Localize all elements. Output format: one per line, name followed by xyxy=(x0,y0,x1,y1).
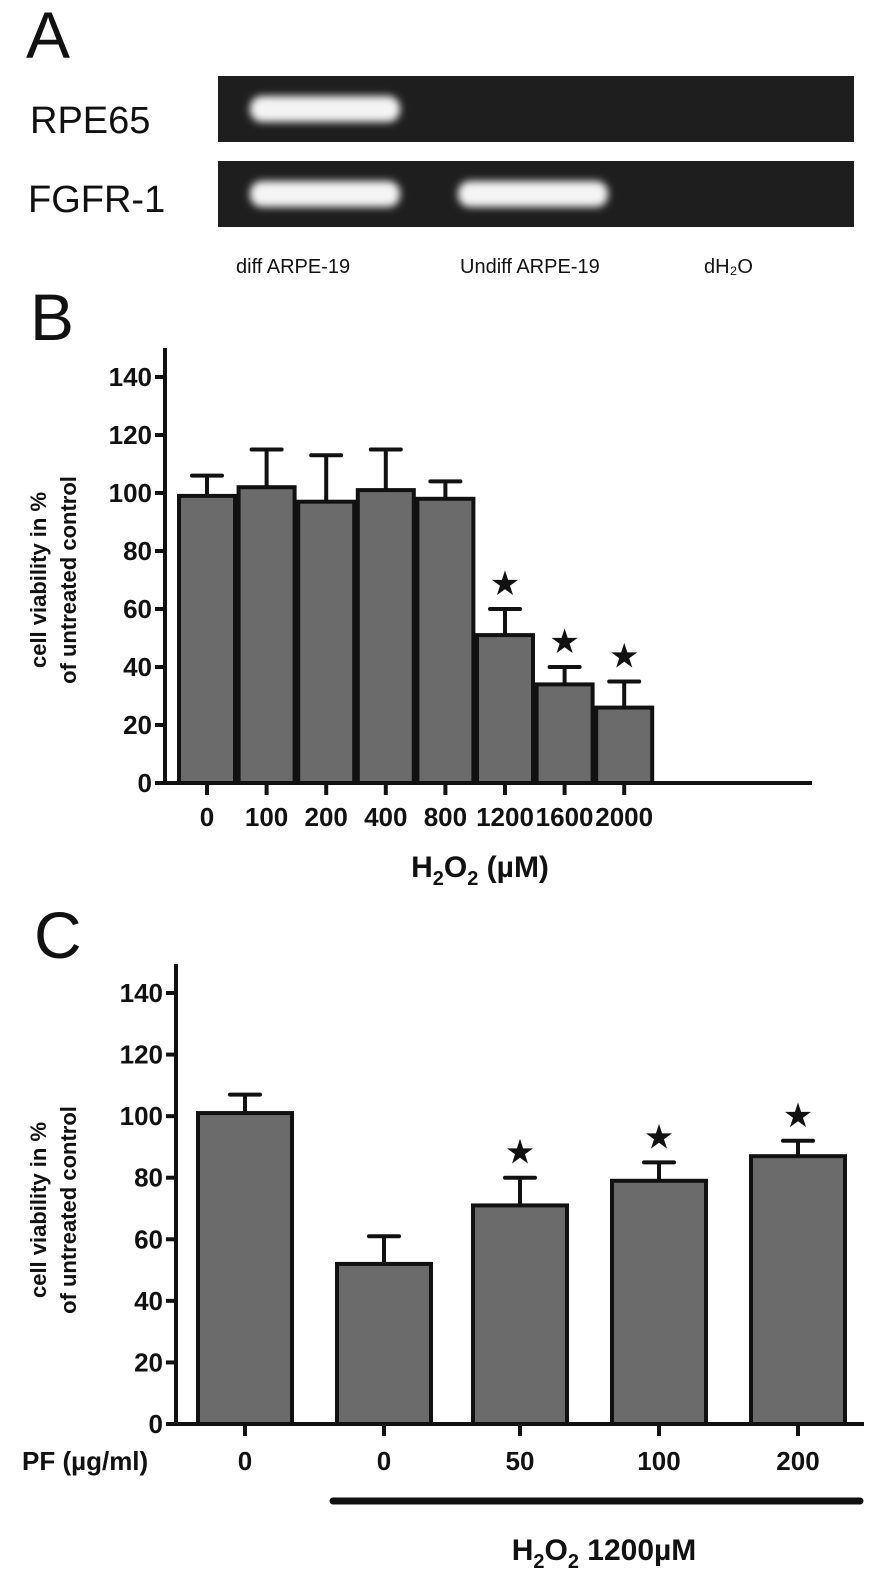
y-tick-label: 80 xyxy=(134,1163,163,1193)
x-tick-label: 100 xyxy=(245,802,288,832)
y-tick-label: 140 xyxy=(109,362,152,392)
y-tick-label: 40 xyxy=(123,652,152,682)
bar xyxy=(475,633,535,785)
bar xyxy=(415,496,476,785)
x-tick-label: 100 xyxy=(637,1446,680,1476)
x-tick-label: 400 xyxy=(364,802,407,832)
gel-row-label-fgfr1: FGFR-1 xyxy=(28,179,165,221)
xlab-b-h: H xyxy=(411,851,433,884)
chart-c-ylabel-line1: cell viability in % xyxy=(26,1122,51,1298)
bar xyxy=(236,485,297,785)
gel-band xyxy=(250,181,400,207)
xlab-b-o: O xyxy=(444,851,467,884)
bar xyxy=(196,1111,294,1427)
significance-star: ★ xyxy=(505,1133,535,1173)
bar xyxy=(749,1154,847,1427)
y-tick-label: 60 xyxy=(134,1224,163,1254)
x-tick-label: 200 xyxy=(776,1446,819,1476)
bar xyxy=(335,1261,433,1427)
xlab-b-sub1: 2 xyxy=(433,868,444,890)
x-tick-label: 50 xyxy=(506,1446,535,1476)
y-tick-label: 0 xyxy=(138,768,152,798)
y-tick-label: 20 xyxy=(134,1347,163,1377)
significance-star: ★ xyxy=(609,637,639,677)
chart-c-ylabel-line2: of untreated control xyxy=(56,1106,81,1314)
y-tick-label: 40 xyxy=(134,1286,163,1316)
y-tick-label: 120 xyxy=(120,1040,163,1070)
gel-image xyxy=(218,76,854,227)
bar xyxy=(177,493,237,785)
chart-c: 0 20 40 60 80 100 120 140 0 0 50 ★ 100 ★ 200 ★ xyxy=(120,964,864,1476)
x-tick-label: 0 xyxy=(377,1446,391,1476)
significance-star: ★ xyxy=(783,1096,813,1136)
panel-letter-a: A xyxy=(26,0,70,72)
x-tick-label: 200 xyxy=(305,802,348,832)
y-tick-label: 0 xyxy=(149,1409,163,1439)
bar xyxy=(355,488,416,785)
y-tick-label: 100 xyxy=(120,1101,163,1131)
xlab-c-o: O xyxy=(544,1534,567,1567)
significance-star: ★ xyxy=(490,564,520,604)
x-tick-label: 800 xyxy=(424,802,467,832)
y-tick-label: 60 xyxy=(123,594,152,624)
xlab-c-sub1: 2 xyxy=(533,1551,544,1573)
x-tick-label: 0 xyxy=(238,1446,252,1476)
significance-star: ★ xyxy=(549,622,579,662)
chart-b: 0 20 40 60 80 100 120 140 0 100 200 400 800 1200 ★ 1600… xyxy=(109,348,812,832)
gel-band xyxy=(458,181,608,207)
chart-b-xlabel: H2O2 (µM) xyxy=(411,851,549,890)
chart-b-ylabel-line2: of untreated control xyxy=(56,476,81,684)
x-tick-label: 1600 xyxy=(536,802,594,832)
chart-c-xlabel: H2O2 1200µM xyxy=(512,1534,697,1573)
x-tick-label: 2000 xyxy=(595,802,653,832)
lane-label-water: dH₂O xyxy=(704,256,753,278)
gel-row-label-rpe65: RPE65 xyxy=(30,100,150,142)
significance-star: ★ xyxy=(644,1117,674,1157)
xlab-c-h: H xyxy=(512,1534,534,1567)
bar xyxy=(534,682,595,786)
gel-band xyxy=(250,96,400,122)
y-tick-label: 100 xyxy=(109,478,152,508)
chart-b-ylabel-line1: cell viability in % xyxy=(26,492,51,668)
bar xyxy=(610,1178,708,1426)
x-tick-label: 0 xyxy=(200,802,214,832)
lane-label-undiff: Undiff ARPE-19 xyxy=(460,256,600,278)
xlab-b-unit: (µM) xyxy=(478,851,549,884)
bar xyxy=(471,1203,569,1426)
xlab-b-sub2: 2 xyxy=(467,868,478,890)
y-tick-label: 120 xyxy=(109,420,152,450)
xlab-c-unit: 1200µM xyxy=(579,1534,696,1567)
panel-letter-b: B xyxy=(30,280,74,354)
y-tick-label: 80 xyxy=(123,536,152,566)
x-tick-label: 1200 xyxy=(476,802,534,832)
y-tick-label: 140 xyxy=(120,978,163,1008)
panel-letter-c: C xyxy=(34,898,82,972)
lane-label-diff: diff ARPE-19 xyxy=(236,256,350,278)
bar xyxy=(594,705,655,785)
y-tick-label: 20 xyxy=(123,710,152,740)
xlab-c-sub2: 2 xyxy=(568,1551,579,1573)
chart-c-pf-row-label: PF (µg/ml) xyxy=(22,1446,148,1476)
bar xyxy=(296,499,357,785)
